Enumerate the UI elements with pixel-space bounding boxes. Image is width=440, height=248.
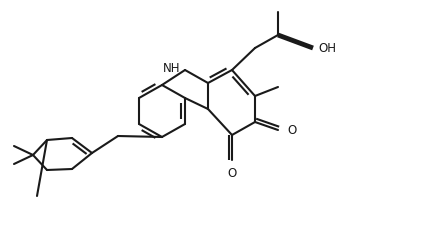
Text: OH: OH bbox=[318, 41, 336, 55]
Text: O: O bbox=[227, 167, 237, 180]
Text: NH: NH bbox=[162, 62, 180, 75]
Text: O: O bbox=[287, 124, 296, 136]
